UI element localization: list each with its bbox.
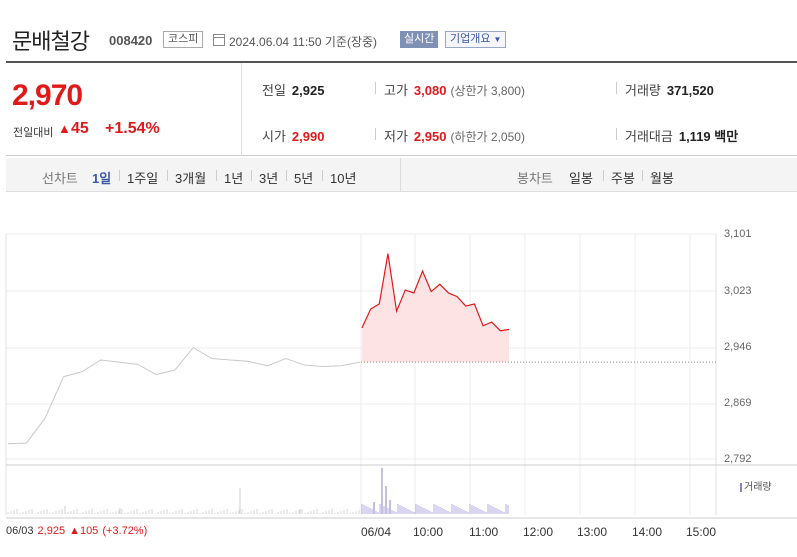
amount-value: 1,119 백만 [678, 129, 739, 144]
prev-close-value: 2,925 [291, 83, 325, 98]
prev-day-info: 06/03 2,925 ▲105 (+3.72%) [6, 525, 147, 537]
change-percent: +1.54% [105, 120, 160, 137]
chevron-down-icon: ▼ [493, 35, 502, 44]
upper-limit: (상한가 3,800) [450, 84, 525, 98]
divider [375, 128, 376, 140]
company-overview-dropdown[interactable]: 기업개요 ▼ [445, 31, 507, 48]
volume-stat: 거래량 371,520 [625, 80, 714, 99]
prev-day-pct: (+3.72%) [102, 525, 148, 537]
range-3y[interactable]: 3년 [259, 171, 279, 186]
amount-label: 거래대금 [625, 129, 673, 144]
line-chart-label: 선차트 [42, 171, 78, 186]
range-1d[interactable]: 1일 [92, 171, 112, 186]
x-tick-label: 12:00 [523, 525, 554, 539]
open-stat: 시가 2,990 [262, 126, 324, 145]
price-summary: 2,970 전일대비 ▲ 45 +1.54% 전일 2,925 시가 2,990 고… [6, 61, 797, 156]
as-of-time: 2024.06.04 11:50 기준(장중) [229, 35, 378, 49]
divider [286, 170, 287, 181]
prev-close-label: 전일 [262, 83, 286, 98]
divider [616, 128, 617, 140]
price-box: 2,970 전일대비 ▲ 45 +1.54% [6, 63, 242, 156]
low-value: 2,950 [413, 129, 447, 144]
calendar-icon [213, 34, 225, 46]
high-label: 고가 [384, 83, 408, 98]
candle-monthly[interactable]: 월봉 [650, 171, 674, 186]
price-chart-svg [5, 233, 797, 519]
y-tick-label: 3,023 [724, 285, 752, 297]
range-1w[interactable]: 1주일 [127, 171, 159, 186]
x-tick-label: 15:00 [686, 525, 717, 539]
volume-legend: 거래량 [740, 478, 772, 493]
today-area-fill [362, 253, 509, 363]
market-badge: 코스피 [163, 31, 204, 48]
x-tick-label: 11:00 [469, 525, 499, 539]
divider [603, 170, 604, 181]
divider [642, 170, 643, 181]
range-5y[interactable]: 5년 [294, 171, 314, 186]
volume-label: 거래량 [625, 83, 661, 98]
stock-code: 008420 [109, 33, 153, 48]
current-price: 2,970 [12, 79, 83, 112]
change-value: 45 [71, 120, 89, 137]
divider [119, 170, 120, 181]
low-stat: 저가 2,950 (하한가 2,050) [384, 126, 525, 145]
divider [216, 170, 217, 181]
prev-day-line [7, 346, 361, 445]
divider [375, 82, 376, 94]
chart-toolbar: 선차트 1일 1주일 3개월 1년 3년 5년 10년 봉차트 일봉 주봉 월봉 [6, 158, 797, 192]
x-tick-label: 14:00 [632, 525, 663, 539]
x-tick-label: 10:00 [413, 525, 444, 539]
x-tick-label: 06/04 [361, 525, 392, 539]
high-value: 3,080 [413, 83, 447, 98]
open-value: 2,990 [291, 129, 325, 144]
up-arrow-icon: ▲ [58, 121, 71, 136]
low-label: 저가 [384, 129, 408, 144]
volume-legend-label: 거래량 [744, 482, 772, 493]
amount-stat: 거래대금 1,119 백만 [625, 126, 738, 145]
range-10y[interactable]: 10년 [330, 171, 357, 186]
prev-day-price: 2,925 [37, 525, 66, 537]
divider [616, 82, 617, 94]
change-label: 전일대비 [13, 127, 54, 139]
volume-value: 371,520 [666, 83, 714, 98]
lower-limit: (하한가 2,050) [450, 130, 525, 144]
divider [322, 170, 323, 181]
realtime-button[interactable]: 실시간 [400, 31, 439, 48]
today-price-line [361, 253, 510, 332]
divider [167, 170, 168, 181]
header: 문배철강 008420 코스피 2024.06.04 11:50 기준(장중) … [0, 0, 797, 58]
volume-legend-swatch [740, 482, 742, 492]
open-label: 시가 [262, 129, 286, 144]
company-overview-label: 기업개요 [450, 33, 491, 45]
stock-name[interactable]: 문배철강 [12, 29, 90, 54]
toolbar-divider [400, 158, 401, 192]
candle-weekly[interactable]: 주봉 [611, 171, 635, 186]
range-1y[interactable]: 1년 [224, 171, 244, 186]
candle-chart-label: 봉차트 [517, 171, 553, 186]
range-3m[interactable]: 3개월 [175, 171, 207, 186]
prev-close-stat: 전일 2,925 [262, 80, 324, 99]
y-tick-label: 2,792 [724, 453, 752, 465]
x-tick-label: 13:00 [577, 525, 608, 539]
divider [251, 170, 252, 181]
y-tick-label: 3,101 [724, 228, 752, 240]
intraday-chart[interactable]: 3,101 3,023 2,946 2,869 2,792 거래량 06/03 2… [0, 192, 797, 557]
prev-day-change: ▲105 [69, 525, 99, 537]
high-stat: 고가 3,080 (상한가 3,800) [384, 80, 525, 99]
y-tick-label: 2,946 [724, 341, 752, 353]
prev-day-date: 06/03 [6, 525, 34, 537]
y-tick-label: 2,869 [724, 397, 752, 409]
candle-daily[interactable]: 일봉 [569, 171, 593, 186]
